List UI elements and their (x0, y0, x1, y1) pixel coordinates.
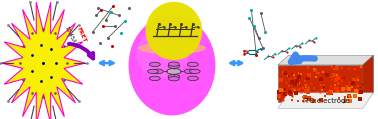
Polygon shape (278, 65, 363, 102)
Ellipse shape (138, 42, 206, 54)
Ellipse shape (168, 74, 180, 79)
Text: 10.45Å: 10.45Å (64, 26, 76, 45)
Ellipse shape (169, 77, 179, 81)
Text: ITO electrode: ITO electrode (302, 98, 349, 104)
Ellipse shape (184, 69, 196, 74)
FancyArrowPatch shape (69, 44, 93, 58)
Polygon shape (363, 55, 373, 102)
Ellipse shape (169, 62, 179, 66)
Ellipse shape (146, 2, 202, 60)
Ellipse shape (189, 69, 200, 74)
Ellipse shape (187, 62, 198, 67)
Ellipse shape (149, 62, 160, 67)
Text: FRET: FRET (76, 26, 87, 43)
Ellipse shape (149, 76, 160, 81)
Ellipse shape (136, 29, 189, 79)
Ellipse shape (152, 69, 163, 74)
Ellipse shape (129, 15, 215, 115)
FancyArrowPatch shape (291, 55, 315, 62)
Ellipse shape (168, 64, 180, 68)
Polygon shape (278, 55, 373, 65)
Polygon shape (278, 93, 373, 108)
Ellipse shape (167, 69, 181, 74)
Ellipse shape (187, 76, 198, 81)
Polygon shape (2, 2, 85, 119)
Ellipse shape (148, 69, 158, 74)
